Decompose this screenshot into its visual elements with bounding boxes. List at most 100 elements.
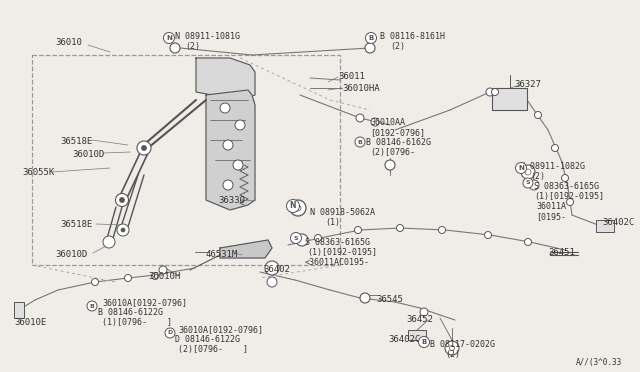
Text: B 08146-6122G: B 08146-6122G: [98, 308, 163, 317]
Circle shape: [486, 88, 494, 96]
Circle shape: [521, 165, 535, 179]
Circle shape: [355, 137, 365, 147]
Circle shape: [163, 32, 175, 44]
Bar: [14, 302, 24, 318]
Text: 36055K: 36055K: [22, 168, 54, 177]
Circle shape: [170, 43, 180, 53]
Text: 36010D: 36010D: [72, 150, 104, 159]
Circle shape: [438, 227, 445, 234]
Circle shape: [365, 32, 376, 44]
Circle shape: [120, 198, 125, 202]
Text: 36545: 36545: [376, 295, 403, 304]
Circle shape: [223, 140, 233, 150]
Circle shape: [296, 234, 308, 246]
Text: N 08918-5062A: N 08918-5062A: [310, 208, 375, 217]
Circle shape: [449, 346, 454, 350]
Text: N: N: [518, 165, 524, 171]
Circle shape: [525, 169, 531, 175]
Text: B: B: [369, 35, 374, 41]
Circle shape: [515, 163, 527, 173]
Circle shape: [117, 224, 129, 236]
Circle shape: [265, 261, 279, 275]
Text: 36010AA: 36010AA: [370, 118, 405, 127]
Text: N: N: [166, 35, 172, 41]
Text: (2): (2): [185, 42, 200, 51]
Circle shape: [314, 234, 321, 241]
Circle shape: [87, 301, 97, 311]
Text: 36452: 36452: [406, 315, 433, 324]
Text: B: B: [421, 339, 427, 345]
Circle shape: [137, 141, 151, 155]
Polygon shape: [220, 240, 272, 258]
Text: <36011AC0195-: <36011AC0195-: [305, 258, 370, 267]
Bar: [408, 330, 426, 340]
Text: S 08363-6165G: S 08363-6165G: [305, 238, 370, 247]
Text: [0192-0796]: [0192-0796]: [370, 128, 425, 137]
Circle shape: [552, 144, 559, 151]
Text: 36518E: 36518E: [60, 137, 92, 146]
Bar: [596, 220, 614, 232]
Text: 36010H: 36010H: [148, 272, 180, 281]
Text: (2)[0796-    ]: (2)[0796- ]: [178, 345, 248, 354]
Text: 46531M: 46531M: [206, 250, 238, 259]
Circle shape: [523, 178, 533, 188]
Circle shape: [385, 160, 395, 170]
Text: (2): (2): [390, 42, 405, 51]
Text: (1)[0796-    ]: (1)[0796- ]: [102, 318, 172, 327]
Text: A//(3^0.33: A//(3^0.33: [576, 358, 622, 367]
Text: 36402: 36402: [263, 265, 290, 274]
Circle shape: [141, 145, 147, 151]
Circle shape: [267, 277, 277, 287]
Text: 36010E: 36010E: [14, 318, 46, 327]
Circle shape: [220, 103, 230, 113]
Text: S 08363-6165G: S 08363-6165G: [534, 182, 599, 191]
Text: N 08911-1081G: N 08911-1081G: [175, 32, 240, 41]
Text: 36010A[0192-0796]: 36010A[0192-0796]: [178, 325, 263, 334]
Circle shape: [295, 205, 301, 211]
Circle shape: [360, 293, 370, 303]
Text: 36451: 36451: [548, 248, 575, 257]
Text: N: N: [290, 202, 296, 211]
Text: (1)[0192-0195]: (1)[0192-0195]: [534, 192, 604, 201]
Polygon shape: [206, 90, 255, 210]
Circle shape: [534, 112, 541, 119]
Circle shape: [92, 279, 99, 285]
Text: 36402C: 36402C: [602, 218, 634, 227]
Text: 36010A[0192-0796]: 36010A[0192-0796]: [102, 298, 187, 307]
Circle shape: [525, 238, 531, 246]
Bar: [32, 55, 340, 265]
Circle shape: [115, 193, 129, 206]
Text: D 08146-6122G: D 08146-6122G: [175, 335, 240, 344]
Circle shape: [235, 120, 245, 130]
Text: D: D: [168, 330, 173, 336]
Circle shape: [492, 89, 499, 96]
Circle shape: [125, 275, 131, 282]
Circle shape: [356, 114, 364, 122]
Circle shape: [397, 224, 403, 231]
Text: 36330: 36330: [218, 196, 245, 205]
Text: B: B: [90, 304, 95, 308]
Text: 36010HA: 36010HA: [342, 84, 380, 93]
Circle shape: [287, 199, 300, 212]
Circle shape: [103, 236, 115, 248]
Text: B 08117-0202G: B 08117-0202G: [430, 340, 495, 349]
Text: B 08146-6162G: B 08146-6162G: [366, 138, 431, 147]
Text: (2): (2): [445, 350, 460, 359]
Circle shape: [291, 232, 301, 244]
Text: 36010D: 36010D: [55, 250, 87, 259]
Circle shape: [561, 174, 568, 182]
Text: B: B: [358, 140, 362, 144]
Circle shape: [233, 160, 243, 170]
Circle shape: [566, 199, 573, 205]
Circle shape: [371, 118, 379, 126]
Text: 36518E: 36518E: [60, 220, 92, 229]
Text: 36011: 36011: [338, 72, 365, 81]
Circle shape: [165, 328, 175, 338]
Circle shape: [355, 227, 362, 234]
Circle shape: [365, 43, 375, 53]
Text: 36402C: 36402C: [388, 335, 420, 344]
Text: [0195-: [0195-: [536, 212, 566, 221]
Circle shape: [121, 228, 125, 232]
Text: 36327: 36327: [514, 80, 541, 89]
Circle shape: [159, 266, 167, 274]
